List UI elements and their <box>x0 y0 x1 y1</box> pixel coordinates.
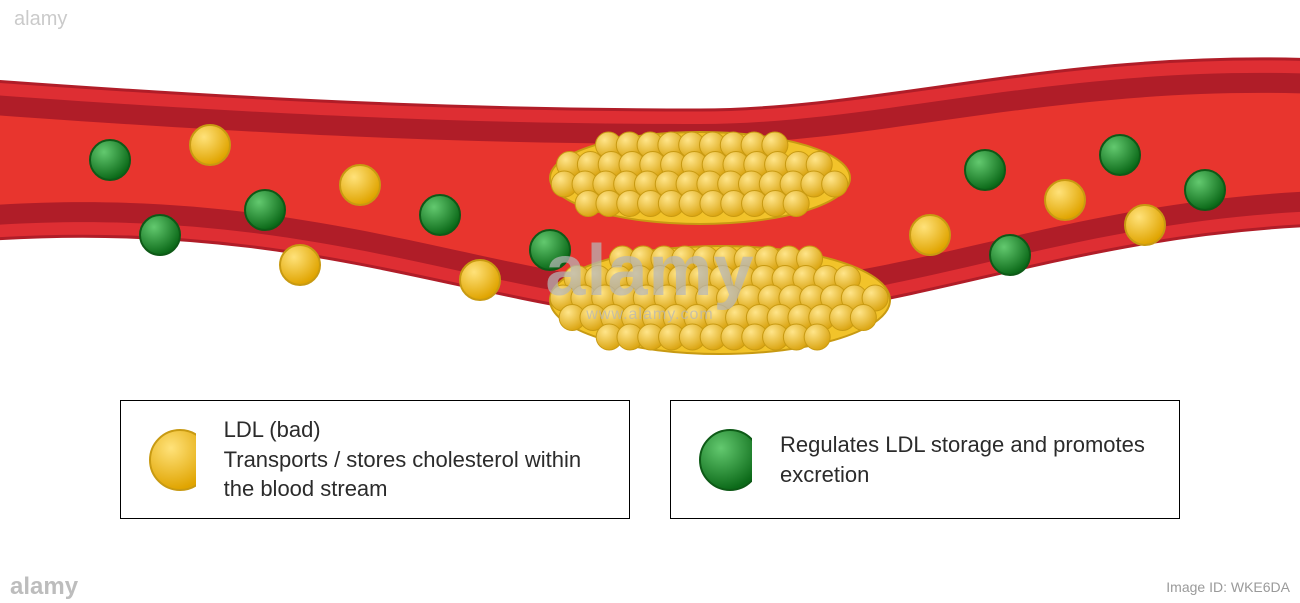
blood-vessel-illustration <box>0 0 1300 380</box>
hdl-particle-icon <box>965 150 1005 190</box>
hdl-particle-icon <box>90 140 130 180</box>
footer-image-id: Image ID: WKE6DA <box>1166 579 1290 595</box>
legend: LDL (bad) Transports / stores cholestero… <box>0 400 1300 519</box>
hdl-particle-icon <box>245 190 285 230</box>
hdl-particle-icon <box>140 215 180 255</box>
legend-hdl: Regulates LDL storage and promotes excre… <box>670 400 1180 519</box>
hdl-particle-icon <box>990 235 1030 275</box>
ldl-particle-icon <box>190 125 230 165</box>
ldl-particle-icon <box>910 215 950 255</box>
legend-ldl-desc: Transports / stores cholesterol within t… <box>224 447 581 502</box>
legend-ldl: LDL (bad) Transports / stores cholestero… <box>120 400 630 519</box>
footer-brand: alamy <box>10 573 78 601</box>
hdl-swatch-icon <box>695 425 752 495</box>
ldl-particle-icon <box>280 245 320 285</box>
hdl-particle-icon <box>530 230 570 270</box>
footer-bar: alamy Image ID: WKE6DA <box>0 571 1300 603</box>
legend-hdl-desc: Regulates LDL storage and promotes excre… <box>780 432 1145 487</box>
ldl-particle-icon <box>460 260 500 300</box>
ldl-particle-icon <box>340 165 380 205</box>
hdl-particle-icon <box>1185 170 1225 210</box>
legend-ldl-title: LDL (bad) <box>224 415 605 445</box>
ldl-particle-icon <box>1125 205 1165 245</box>
hdl-particle-icon <box>420 195 460 235</box>
ldl-swatch-icon <box>145 425 196 495</box>
hdl-particle-icon <box>1100 135 1140 175</box>
ldl-particle-icon <box>1045 180 1085 220</box>
diagram-canvas: LDL (bad) Transports / stores cholestero… <box>0 0 1300 603</box>
